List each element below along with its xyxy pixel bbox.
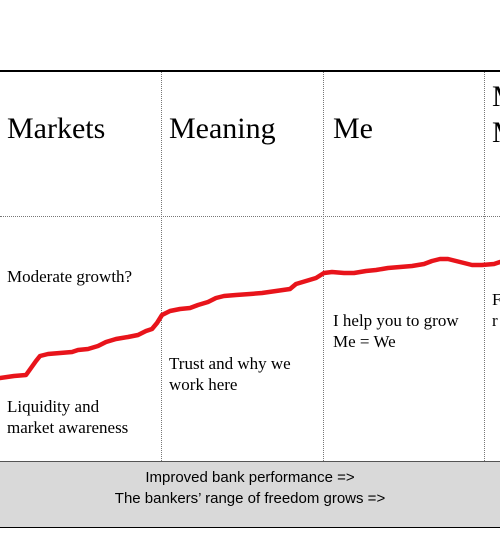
- note-moderate-growth: Moderate growth?: [7, 267, 133, 286]
- note-partial-1: F: [492, 290, 500, 309]
- footer-line-2: The bankers’ range of freedom grows =>: [114, 490, 386, 507]
- row-divider: [0, 216, 500, 217]
- footer-line-1: Improved bank performance =>: [145, 469, 355, 486]
- note-liquidity-line-2: market awareness: [7, 418, 129, 437]
- growth-curve-line: [0, 256, 500, 381]
- column-divider: [161, 72, 162, 461]
- heading-meaning: Meaning: [169, 112, 276, 145]
- footer-banner: Improved bank performance => The bankers…: [0, 461, 500, 527]
- heading-me: Me: [333, 112, 373, 145]
- note-trust-line-1: Trust and why we: [169, 354, 291, 373]
- diagram-frame: [0, 70, 500, 528]
- note-grow-line-1: I help you to grow: [333, 311, 459, 330]
- column-divider: [323, 72, 324, 461]
- note-partial-2: r: [492, 311, 498, 330]
- note-trust-line-2: work here: [169, 375, 238, 394]
- heading-partial-2: M: [492, 118, 500, 148]
- note-liquidity-line-1: Liquidity and: [7, 397, 100, 416]
- heading-markets: Markets: [7, 112, 106, 145]
- note-grow-line-2: Me = We: [333, 332, 396, 351]
- heading-partial-1: M: [492, 82, 500, 112]
